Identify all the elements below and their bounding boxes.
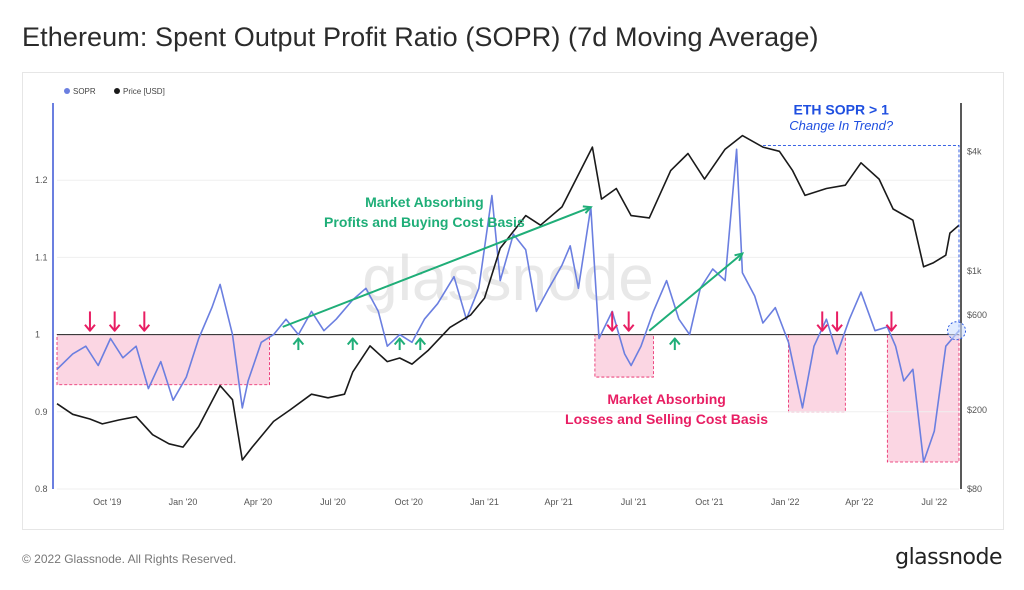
profit-arrow-2 [393, 337, 406, 351]
loss-arrow-2-head [138, 324, 151, 332]
chart-container: SOPR Price [USD] 0.8 0.9 1 1.1 1.2 $80 $200 $600 $… [22, 72, 1004, 530]
series-line-price [56, 134, 960, 461]
y-right-tick-4: $4k [967, 146, 982, 156]
copyright-text: © 2022 Glassnode. All Rights Reserved. [22, 552, 237, 566]
loss-arrow-4-head [622, 324, 635, 332]
loss-arrow-5-head [816, 324, 829, 332]
trend-highlight-circle [947, 321, 966, 341]
x-tick-8: Oct '21 [695, 497, 723, 507]
x-tick-6: Apr '21 [545, 497, 573, 507]
legend-label-0: SOPR [73, 87, 96, 96]
x-tick-7: Jul '21 [621, 497, 647, 507]
loss-region-2 [788, 334, 846, 413]
sopr-chart: SOPR Price [USD] 0.8 0.9 1 1.1 1.2 $80 $200 $600 $… [35, 87, 987, 507]
y-right-tick-3: $1k [967, 266, 982, 276]
x-tick-1: Jan '20 [169, 497, 198, 507]
x-tick-4: Oct '20 [395, 497, 423, 507]
loss-arrow-4 [622, 311, 635, 332]
profit-trend-line-2-head [734, 252, 745, 262]
loss-arrow-5 [816, 311, 829, 332]
profit-arrow-1-head [346, 337, 359, 346]
loss-arrow-1-head [108, 324, 121, 332]
profit-trend-line-2 [648, 252, 743, 332]
profit-trend-line-1 [282, 206, 592, 328]
x-tick-10: Apr '22 [845, 497, 873, 507]
x-tick-11: Jul '22 [921, 497, 947, 507]
loss-label-0: Market Absorbing [607, 391, 726, 407]
trend-note-subtitle: Change In Trend? [789, 118, 894, 133]
loss-arrow-6-head [831, 324, 843, 332]
chart-title: Ethereum: Spent Output Profit Ratio (SOP… [22, 22, 819, 52]
legend-dot-0 [64, 88, 70, 94]
profit-label-1: Profits and Buying Cost Basis [324, 214, 525, 230]
y-left-tick-4: 1.2 [35, 175, 48, 185]
series-line-sopr [56, 148, 960, 463]
brand-logo: glassnode [895, 545, 1002, 570]
y-left-tick-0: 0.8 [35, 484, 48, 494]
profit-arrow-4 [669, 337, 681, 351]
x-tick-0: Oct '19 [93, 497, 121, 507]
loss-arrow-2 [138, 311, 151, 332]
profit-arrow-2-head [393, 337, 406, 346]
y-left-tick-1: 0.9 [35, 407, 48, 417]
profit-label-0: Market Absorbing [365, 194, 484, 210]
loss-arrow-0-head [84, 324, 96, 332]
x-tick-2: Apr '20 [244, 497, 272, 507]
x-tick-9: Jan '22 [771, 497, 800, 507]
loss-region-1 [594, 334, 654, 378]
loss-label-1: Losses and Selling Cost Basis [565, 411, 768, 427]
loss-arrow-3-head [606, 324, 618, 332]
y-left-tick-2: 1 [35, 330, 40, 340]
loss-arrow-7 [885, 311, 898, 332]
loss-region-3 [886, 334, 960, 463]
loss-arrow-0 [84, 311, 96, 332]
loss-arrow-3 [606, 311, 618, 332]
y-right-tick-1: $200 [967, 405, 987, 415]
loss-arrow-7-head [885, 324, 898, 332]
y-left-tick-3: 1.1 [35, 252, 48, 262]
x-tick-3: Jul '20 [320, 497, 346, 507]
x-tick-5: Jan '21 [470, 497, 499, 507]
profit-arrow-3-head [414, 337, 427, 346]
loss-arrow-1 [108, 311, 121, 332]
profit-arrow-0 [292, 337, 305, 351]
loss-arrow-6 [831, 311, 843, 332]
profit-arrow-0-head [292, 337, 305, 346]
profit-arrow-4-head [669, 337, 681, 346]
trend-note-box [762, 145, 960, 335]
profit-trend-line-1-head [582, 205, 593, 214]
legend-dot-1 [114, 88, 120, 94]
y-right-tick-0: $80 [967, 484, 982, 494]
legend-label-1: Price [USD] [123, 87, 165, 96]
y-right-tick-2: $600 [967, 310, 987, 320]
trend-note-title: ETH SOPR > 1 [794, 102, 890, 118]
profit-arrow-3 [414, 337, 427, 351]
profit-arrow-1 [346, 337, 359, 351]
